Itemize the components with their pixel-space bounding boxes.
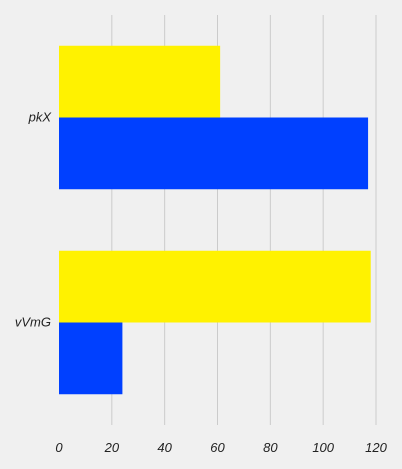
x-axis-ticks: 0 20 40 60 80 100 120: [55, 440, 387, 455]
x-tick-label: 100: [312, 440, 334, 455]
x-tick-label: 80: [263, 440, 278, 455]
bar-vVmG-series-2: [59, 322, 123, 395]
x-tick-label: 20: [104, 440, 120, 455]
x-tick-label: 120: [365, 440, 387, 455]
x-tick-label: 60: [210, 440, 225, 455]
bar-pkX-series-1: [59, 45, 221, 118]
x-tick-label: 40: [157, 440, 172, 455]
bar-vVmG-series-1: [59, 250, 371, 323]
bars-layer: [59, 45, 371, 395]
y-tick-label: vVmG: [15, 315, 51, 330]
y-axis-ticks: pkX vVmG: [15, 110, 52, 330]
y-tick-label: pkX: [28, 110, 53, 125]
bar-pkX-series-2: [59, 117, 369, 190]
x-tick-label: 0: [55, 440, 63, 455]
